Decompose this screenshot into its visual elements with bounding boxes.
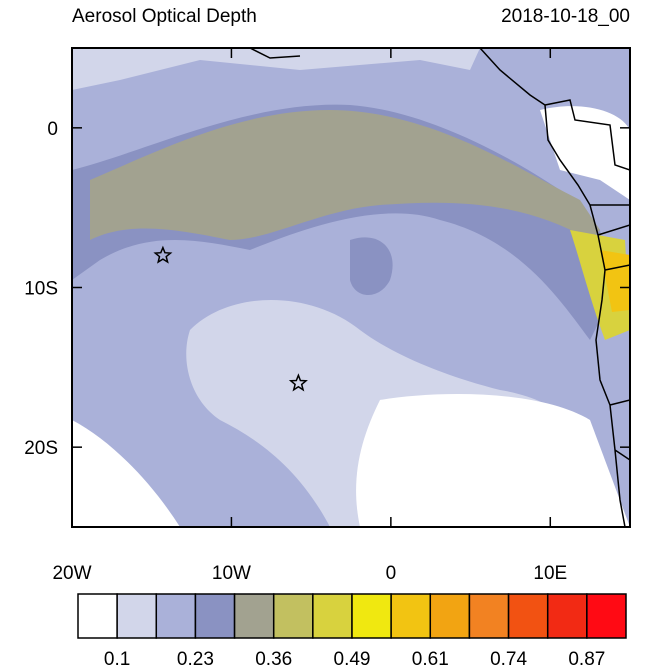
field-dark-patch	[350, 237, 393, 295]
coastline	[249, 48, 630, 527]
colorbar-swatch	[351, 593, 392, 639]
lon-tick-label: 10E	[533, 563, 567, 584]
field-clean-sw	[72, 420, 180, 527]
field-land-clear	[540, 106, 630, 200]
colorbar-swatch	[429, 593, 471, 639]
lat-tick-label: 20S	[24, 438, 58, 459]
colorbar-label: 0.87	[568, 649, 605, 667]
colorbar-swatch	[390, 593, 432, 639]
colorbar-swatch	[155, 593, 197, 639]
colorbar-label: 0.36	[255, 649, 292, 667]
field-clean	[356, 394, 630, 527]
lon-tick-label: 20W	[52, 563, 91, 584]
site-marker	[288, 373, 308, 392]
colorbar-swatch	[272, 593, 314, 639]
lat-tick-label: 10S	[24, 279, 58, 300]
colorbar-label: 0.1	[104, 649, 130, 667]
colorbar-swatch	[586, 593, 627, 639]
colorbar-swatch	[507, 593, 549, 639]
lon-tick-label: 10W	[212, 563, 251, 584]
colorbar-swatch	[194, 593, 236, 639]
lat-tick-label: 0	[47, 119, 58, 140]
colorbar-swatch	[77, 593, 118, 639]
site-marker	[153, 245, 173, 264]
field-olive	[90, 110, 600, 240]
field-orange	[600, 250, 630, 312]
colorbar-swatch	[468, 593, 510, 639]
field-north	[72, 48, 480, 90]
colorbar-swatch	[312, 593, 353, 639]
colorbar-swatch	[116, 593, 158, 639]
aod-field	[72, 48, 630, 527]
colorbar-label: 0.61	[412, 649, 449, 667]
colorbar-swatch	[233, 593, 275, 639]
colorbar-swatch	[546, 593, 588, 639]
title: Aerosol Optical Depth	[72, 6, 257, 27]
colorbar-label: 0.49	[334, 649, 371, 667]
timestamp: 2018-10-18_00	[501, 6, 630, 27]
colorbar-label: 0.74	[490, 649, 527, 667]
colorbar-label: 0.23	[177, 649, 214, 667]
lon-tick-label: 0	[386, 563, 397, 584]
